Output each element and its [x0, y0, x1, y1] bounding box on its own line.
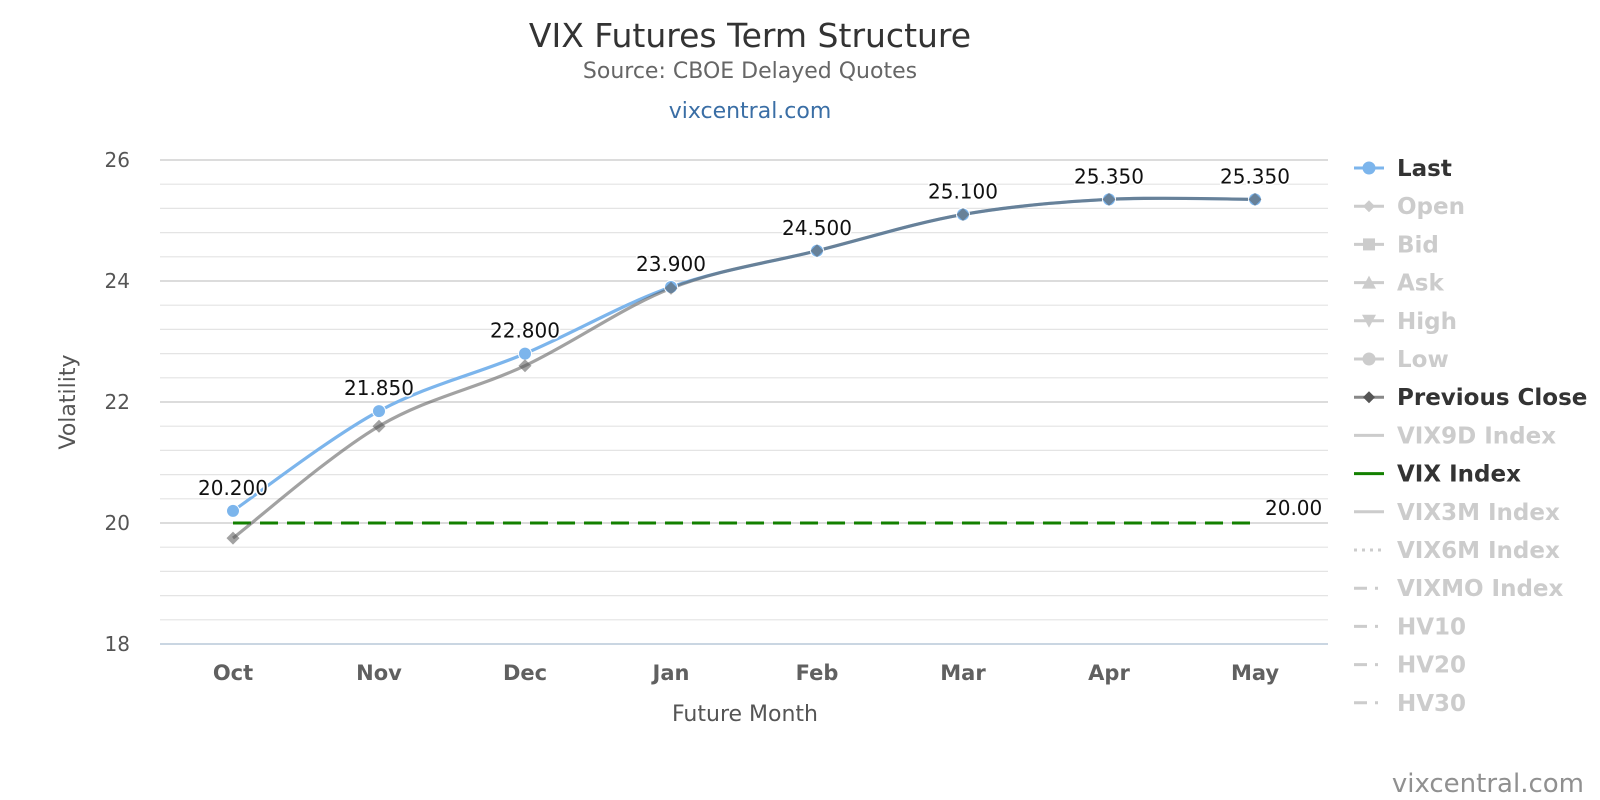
previous-close-point-marker[interactable]: [226, 531, 240, 545]
vix-index-value-label: 20.00: [1265, 496, 1322, 520]
y-tick-label: 18: [105, 632, 130, 656]
x-tick-label: Feb: [796, 661, 839, 685]
legend-item-open[interactable]: Open: [1354, 194, 1465, 220]
legend-triangle-down-icon: [1362, 314, 1376, 328]
legend-triangle-icon: [1362, 275, 1376, 289]
legend-square-icon: [1363, 238, 1375, 251]
legend-item-vix-index[interactable]: VIX Index: [1354, 462, 1521, 488]
x-axis-title: Future Month: [672, 702, 818, 727]
legend-item-vix9d-index[interactable]: VIX9D Index: [1354, 423, 1556, 449]
previous-close-point-marker[interactable]: [664, 281, 678, 295]
y-tick-label: 20: [105, 511, 130, 535]
last-data-label: 25.350: [1220, 164, 1290, 188]
legend-circle-icon: [1362, 161, 1376, 175]
legend-label: Ask: [1397, 271, 1444, 297]
legend-item-hv10[interactable]: HV10: [1354, 614, 1466, 640]
x-tick-label: Nov: [356, 661, 402, 685]
credit-text[interactable]: vixcentral.com: [1392, 769, 1584, 799]
last-data-label: 21.850: [344, 376, 414, 400]
x-axis-ticks: Oct Nov Dec Jan Feb Mar Apr May: [213, 661, 1280, 685]
legend-label: Bid: [1397, 232, 1439, 258]
grid-lines: [160, 159, 1328, 645]
legend-item-hv20[interactable]: HV20: [1354, 653, 1466, 679]
legend-label: HV10: [1397, 614, 1466, 640]
last-data-label: 22.800: [490, 319, 560, 343]
chart-title: VIX Futures Term Structure: [529, 16, 971, 55]
series-layer: [226, 192, 1262, 545]
legend-item-previous-close[interactable]: Previous Close: [1354, 385, 1587, 411]
legend-label: VIX Index: [1397, 462, 1521, 488]
last-point-marker[interactable]: [372, 404, 386, 419]
legend-item-vix6m-index[interactable]: VIX6M Index: [1354, 538, 1560, 564]
previous-close-point-marker[interactable]: [1102, 192, 1116, 206]
previous-close-point-marker[interactable]: [372, 419, 386, 433]
legend-item-vixmo-index[interactable]: VIXMO Index: [1354, 576, 1564, 602]
x-tick-label: Jan: [651, 661, 690, 685]
legend-diamond-icon: [1363, 200, 1375, 213]
previous-close-point-marker[interactable]: [956, 207, 970, 221]
y-tick-label: 24: [105, 269, 130, 293]
last-data-label: 25.350: [1074, 164, 1144, 188]
x-tick-label: Oct: [213, 661, 253, 685]
y-tick-label: 22: [105, 390, 130, 414]
legend-label: VIXMO Index: [1397, 576, 1564, 602]
y-tick-label: 26: [105, 148, 130, 172]
y-axis-ticks: 18 20 22 24 26: [105, 148, 130, 656]
legend-diamond-icon: [1363, 391, 1375, 404]
source-link[interactable]: vixcentral.com: [669, 99, 832, 124]
last-point-marker[interactable]: [518, 346, 532, 361]
legend-label: HV30: [1397, 691, 1466, 717]
legend-label: High: [1397, 309, 1457, 335]
legend-label: VIX3M Index: [1397, 500, 1560, 526]
legend-item-ask[interactable]: Ask: [1354, 271, 1444, 297]
legend-label: Previous Close: [1397, 385, 1587, 411]
legend-label: VIX6M Index: [1397, 538, 1560, 564]
legend-item-bid[interactable]: Bid: [1354, 232, 1439, 258]
legend-label: Last: [1397, 156, 1452, 182]
legend-item-low[interactable]: Low: [1354, 347, 1449, 373]
legend-item-vix3m-index[interactable]: VIX3M Index: [1354, 500, 1560, 526]
previous-close-point-marker[interactable]: [810, 244, 824, 258]
y-axis-title: Volatility: [56, 354, 81, 449]
legend: Last Open Bid Ask High Low Previous Close VIX9D…: [1354, 156, 1587, 717]
x-tick-label: Mar: [940, 661, 986, 685]
previous-close-point-marker[interactable]: [518, 359, 532, 373]
last-data-label: 20.200: [198, 476, 268, 500]
last-data-label: 23.900: [636, 252, 706, 276]
legend-label: Low: [1397, 347, 1449, 373]
legend-item-hv30[interactable]: HV30: [1354, 691, 1466, 717]
x-tick-label: May: [1231, 661, 1279, 685]
last-data-label: 25.100: [928, 179, 998, 203]
chart-subtitle: Source: CBOE Delayed Quotes: [583, 59, 917, 84]
last-point-marker[interactable]: [226, 503, 240, 518]
previous-close-series-line: [232, 196, 1256, 540]
data-labels: 20.00 20.200 21.850 22.800 23.900 24.500 25.10…: [197, 163, 1323, 520]
previous-close-point-marker[interactable]: [1248, 192, 1262, 206]
legend-label: Open: [1397, 194, 1465, 220]
last-series-line: [232, 196, 1256, 513]
legend-item-last[interactable]: Last: [1354, 156, 1452, 182]
legend-label: HV20: [1397, 653, 1466, 679]
x-tick-label: Apr: [1088, 661, 1130, 685]
legend-label: VIX9D Index: [1397, 423, 1556, 449]
legend-item-high[interactable]: High: [1354, 309, 1457, 335]
legend-circle-icon: [1362, 352, 1376, 366]
last-data-label: 24.500: [782, 216, 852, 240]
x-tick-label: Dec: [503, 661, 547, 685]
